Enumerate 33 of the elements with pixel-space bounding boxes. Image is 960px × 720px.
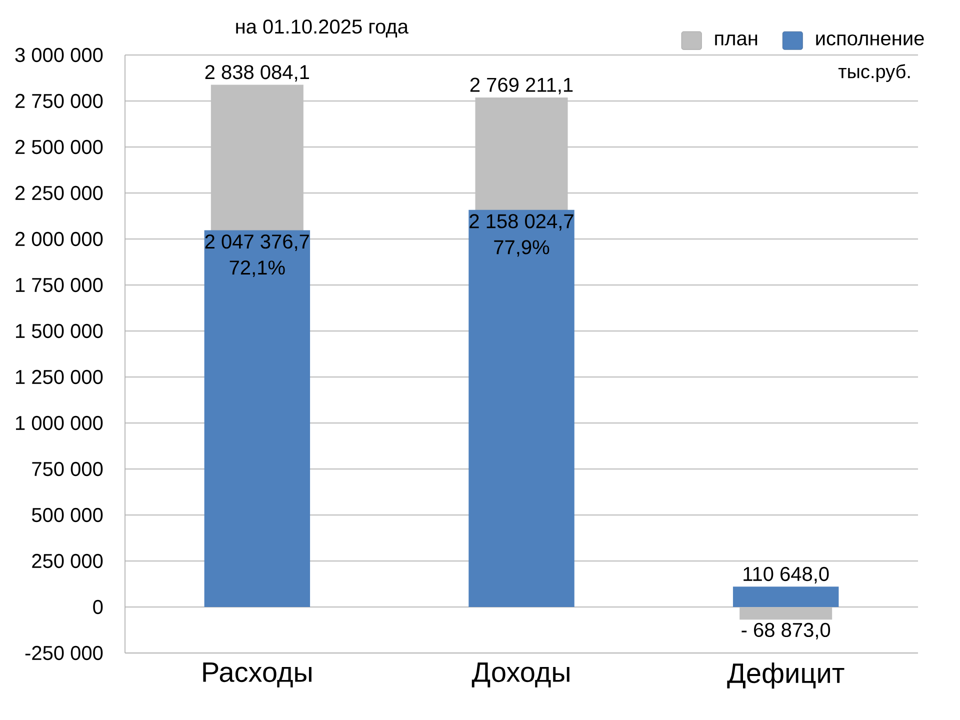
annotation: 72,1% xyxy=(230,260,285,277)
bar xyxy=(732,586,839,607)
bar xyxy=(468,210,574,607)
legend-label: план xyxy=(715,34,758,46)
annotation: 77,9% xyxy=(494,240,550,257)
chart-title: на 01.10.2025 года xyxy=(236,20,408,38)
y-tick-label: 1 250 000 xyxy=(16,370,103,384)
data-label: 2 838 084,1 xyxy=(205,65,309,82)
y-tick-label: 1 500 000 xyxy=(16,324,103,338)
data-label: 2 047 376,7 xyxy=(205,234,309,251)
x-tick-label: Доходы xyxy=(472,662,570,688)
data-label: 2 769 211,1 xyxy=(470,78,573,94)
y-tick-label: 750 000 xyxy=(32,462,103,476)
annotation: тыс.руб. xyxy=(838,64,910,82)
y-tick-label: 250 000 xyxy=(32,554,103,568)
x-tick-label: Расходы xyxy=(203,662,312,688)
data-label: 2 158 024,7 xyxy=(470,214,574,231)
y-tick-label: 0 xyxy=(93,600,103,614)
y-tick-label: 2 000 000 xyxy=(15,232,103,246)
data-label: - 68 873,0 xyxy=(742,622,830,640)
y-tick-label: 1 000 000 xyxy=(16,416,103,430)
y-tick-label: 500 000 xyxy=(32,508,103,522)
x-tick-label: Дефицит xyxy=(727,662,844,689)
data-label: 110 648,0 xyxy=(744,566,829,584)
y-tick-label: 1 750 000 xyxy=(16,278,103,292)
y-tick-label: -250 000 xyxy=(25,646,103,660)
y-tick-label: 2 500 000 xyxy=(15,140,103,154)
y-tick-label: 2 750 000 xyxy=(15,94,103,108)
bar xyxy=(740,607,832,620)
legend-label: исполнение xyxy=(816,34,924,46)
y-tick-label: 3 000 000 xyxy=(15,48,103,62)
bar xyxy=(204,230,310,607)
y-tick-label: 2 250 000 xyxy=(15,186,103,200)
